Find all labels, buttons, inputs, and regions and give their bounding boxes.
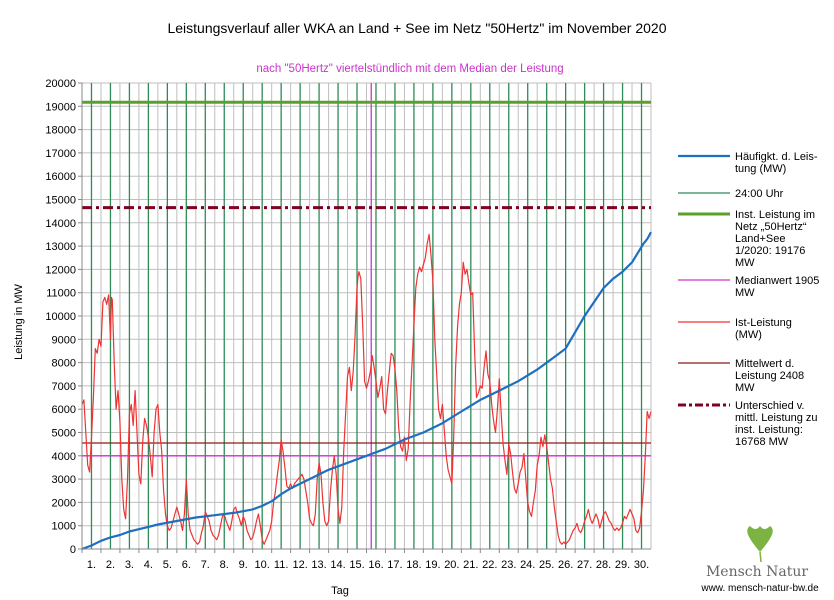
- x-tick-label: 5.: [163, 559, 172, 571]
- grid: [81, 82, 652, 550]
- y-tick-label: 19000: [45, 101, 76, 113]
- series-lines: [81, 231, 652, 551]
- x-tick-label: 4.: [144, 559, 153, 571]
- x-tick-label: 22.: [482, 559, 497, 571]
- y-tick-label: 15000: [45, 195, 76, 207]
- branding: Mensch Natur www. mensch-natur-bw.de: [700, 526, 819, 594]
- x-tick-label: 21.: [463, 559, 478, 571]
- y-tick-label: 0: [70, 544, 76, 556]
- x-tick-label: 1.: [87, 559, 96, 571]
- y-tick-label: 16000: [45, 171, 76, 183]
- y-tick-label: 13000: [45, 241, 76, 253]
- x-tick-label: 27.: [577, 559, 592, 571]
- duration-curve-line: [81, 231, 652, 551]
- x-tick-label: 13.: [311, 559, 326, 571]
- legend-label-mittelwert: Mittelwert d. Leistung 2408 MW: [735, 358, 804, 394]
- x-tick-label: 25.: [539, 559, 554, 571]
- x-tick-label: 20.: [444, 559, 459, 571]
- y-tick-label: 6000: [52, 404, 76, 416]
- brand-url: www. mensch-natur-bw.de: [700, 583, 819, 594]
- x-tick-label: 2.: [106, 559, 115, 571]
- x-axis-label: Tag: [331, 585, 349, 597]
- legend-label-median: Medianwert 1905 MW: [735, 275, 819, 299]
- legend: Häufigkt. d. Leis-tung (MW) 24:00 Uhr Inst…: [678, 151, 819, 448]
- y-tick-label: 2000: [52, 497, 76, 509]
- x-tick-label: 29.: [615, 559, 630, 571]
- x-tick-label: 12.: [292, 559, 307, 571]
- chart-title: Leistungsverlauf aller WKA an Land + See…: [167, 20, 666, 36]
- x-tick-label: 30.: [634, 559, 649, 571]
- x-tick-label: 7.: [201, 559, 210, 571]
- y-tick-label: 17000: [45, 148, 76, 160]
- x-tick-label: 9.: [239, 559, 248, 571]
- y-tick-label: 8000: [52, 358, 76, 370]
- y-tick-label: 12000: [45, 264, 76, 276]
- x-tick-label: 17.: [387, 559, 402, 571]
- tick-labels: 0 1000 2000 3000 4000 5000 6000 7000 8000 9000 100…: [45, 78, 649, 571]
- x-tick-label: 3.: [125, 559, 134, 571]
- y-tick-label: 14000: [45, 218, 76, 230]
- x-tick-label: 6.: [182, 559, 191, 571]
- x-tick-label: 15.: [349, 559, 364, 571]
- y-tick-label: 20000: [45, 78, 76, 90]
- x-tick-label: 23.: [501, 559, 516, 571]
- y-tick-label: 1000: [52, 521, 76, 533]
- legend-label-haeufigkeit: Häufigkt. d. Leis-tung (MW): [735, 151, 818, 175]
- axes: [78, 82, 651, 553]
- y-tick-label: 7000: [52, 381, 76, 393]
- x-tick-label: 24.: [520, 559, 535, 571]
- x-tick-label: 14.: [330, 559, 345, 571]
- chart-subtitle: nach "50Hertz" viertelstündlich mit dem …: [256, 63, 563, 75]
- legend-label-uhr: 24:00 Uhr: [735, 188, 784, 200]
- x-tick-label: 18.: [406, 559, 421, 571]
- y-tick-label: 18000: [45, 125, 76, 137]
- ginkgo-leaf-logo-icon: [747, 526, 773, 563]
- x-tick-label: 28.: [596, 559, 611, 571]
- y-tick-label: 5000: [52, 428, 76, 440]
- y-tick-label: 4000: [52, 451, 76, 463]
- y-tick-label: 10000: [45, 311, 76, 323]
- legend-label-unterschied: Unterschied v. mittl. Leistung zu inst. Le…: [735, 400, 818, 448]
- y-tick-label: 11000: [46, 288, 76, 300]
- y-tick-label: 9000: [52, 334, 76, 346]
- actual-power-line: [81, 233, 652, 545]
- legend-label-installiert: Inst. Leistung im Netz „50Hertz“ Land+See 1…: [735, 209, 815, 269]
- y-tick-label: 3000: [52, 474, 76, 486]
- x-tick-label: 19.: [425, 559, 440, 571]
- y-axis-label: Leistung in MW: [13, 283, 25, 359]
- x-tick-label: 16.: [368, 559, 383, 571]
- x-tick-label: 11.: [274, 559, 288, 571]
- x-tick-label: 26.: [558, 559, 573, 571]
- brand-name: Mensch Natur: [706, 564, 808, 580]
- x-tick-label: 10.: [255, 559, 270, 571]
- x-tick-label: 8.: [220, 559, 229, 571]
- legend-label-ist: Ist-Leistung (MW): [735, 317, 792, 341]
